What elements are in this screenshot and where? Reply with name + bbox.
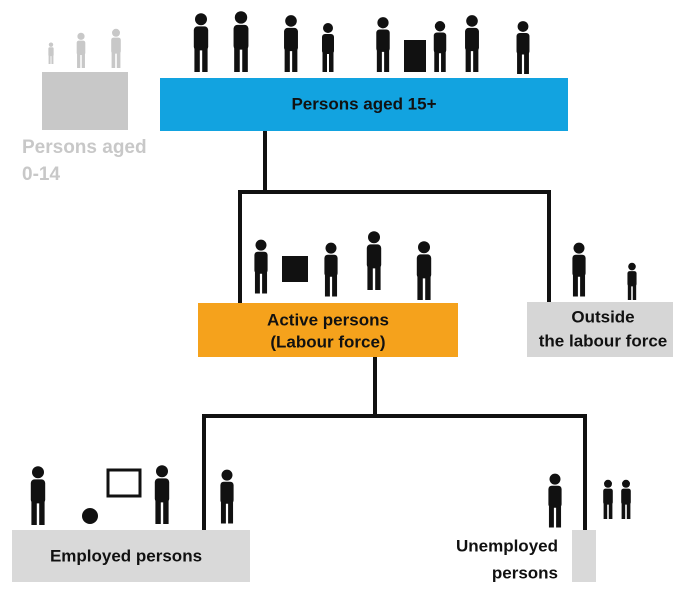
page: Persons aged 15+ Persons aged 0-14 Activ… [0,0,673,590]
active-icons [254,231,636,300]
node-label: persons [492,563,558,582]
adult-icons [194,11,530,74]
node-label: the labour force [539,331,667,350]
node-label: Outside [571,307,634,326]
diagram: Persons aged 15+ Persons aged 0-14 Activ… [0,0,673,590]
box-children [42,72,128,130]
child-icons [48,29,120,68]
node-label: Persons aged 15+ [291,94,436,113]
board-icon [108,470,140,496]
desk-icon [404,40,426,72]
wheel-icon [82,508,98,524]
node-label: Employed persons [50,546,202,565]
connector [204,416,585,530]
node-label: Unemployed [456,536,558,555]
box-icon [282,256,308,282]
node-label: (Labour force) [270,332,385,351]
node-label: Active persons [267,310,389,329]
node-label: Persons aged [22,137,147,158]
employment-icons [31,465,631,527]
connector [240,192,549,303]
box-unemployed [572,530,596,582]
node-label: 0-14 [22,164,60,185]
